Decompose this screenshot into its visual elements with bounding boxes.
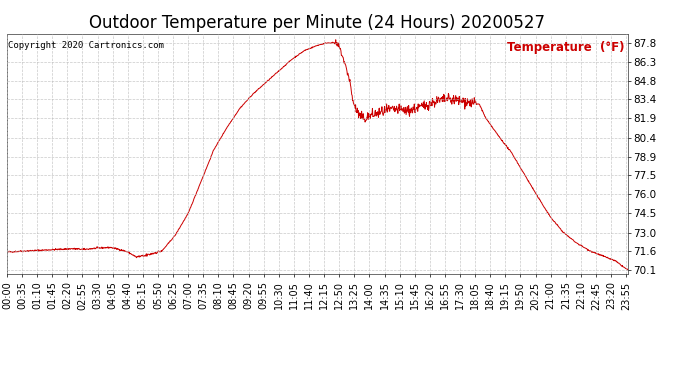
Text: Temperature  (°F): Temperature (°F) xyxy=(507,41,625,54)
Title: Outdoor Temperature per Minute (24 Hours) 20200527: Outdoor Temperature per Minute (24 Hours… xyxy=(90,14,545,32)
Text: Copyright 2020 Cartronics.com: Copyright 2020 Cartronics.com xyxy=(8,41,164,50)
